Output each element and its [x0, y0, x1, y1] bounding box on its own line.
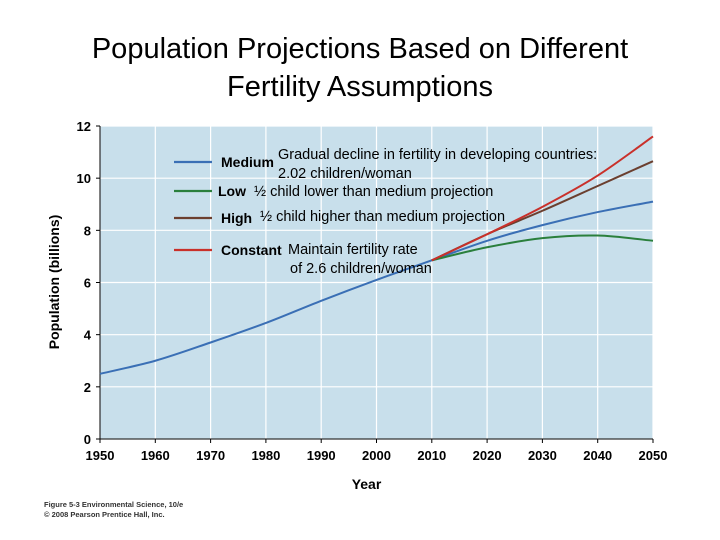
y-tick-label: 12: [77, 119, 91, 134]
x-tick-label: 1980: [251, 448, 280, 463]
legend-label-high: High: [221, 210, 252, 226]
annotation-high: ½ child higher than medium projection: [260, 209, 506, 225]
y-tick-label: 2: [84, 380, 91, 395]
annotation-low: ½ child lower than medium projection: [254, 184, 494, 200]
x-tick-label: 1950: [86, 448, 115, 463]
legend-label-low: Low: [218, 183, 246, 199]
legend-label-medium: Medium: [221, 154, 274, 170]
title-line-1: Population Projections Based on Differen…: [91, 33, 629, 65]
y-tick-label: 6: [84, 276, 91, 291]
series-line-medium: [99, 200, 654, 375]
annotation-constant-2: of 2.6 children/woman: [290, 261, 432, 277]
x-tick-label: 1960: [141, 448, 170, 463]
x-tick-label: 2020: [473, 448, 502, 463]
y-tick-label: 10: [77, 171, 91, 186]
y-tick-label: 8: [84, 223, 91, 238]
x-axis-label: Year: [352, 476, 382, 492]
x-tick-label: 2030: [528, 448, 557, 463]
x-tick-label: 2000: [362, 448, 391, 463]
legend: Medium Low High Constant: [174, 154, 282, 258]
tick-labels: 1950 1960 1970 1980 1990 2000 2010 2020 2030 2040…: [77, 119, 668, 463]
grid-lines: [99, 125, 654, 440]
x-tick-label: 2010: [417, 448, 446, 463]
x-tick-label: 2050: [639, 448, 668, 463]
figure-credit-line-2: © 2008 Pearson Prentice Hall, Inc.: [44, 510, 165, 519]
x-tick-label: 2040: [583, 448, 612, 463]
series-line-constant: [431, 135, 654, 262]
y-axis-label: Population (billions): [46, 215, 62, 350]
slide-title: Population Projections Based on Differen…: [0, 30, 720, 106]
annotation-constant: Maintain fertility rate: [288, 242, 418, 258]
figure-credit-line-1: Figure 5-3 Environmental Science, 10/e: [44, 500, 184, 509]
legend-label-constant: Constant: [221, 242, 282, 258]
x-tick-label: 1970: [196, 448, 225, 463]
series-lines: [99, 135, 654, 375]
series-line-low: [431, 234, 654, 262]
title-line-2: Fertility Assumptions: [227, 71, 493, 103]
annotation-medium-2: 2.02 children/woman: [278, 166, 412, 182]
y-tick-label: 0: [84, 432, 91, 447]
x-tick-label: 1990: [307, 448, 336, 463]
y-tick-label: 4: [84, 328, 92, 343]
annotation-medium: Gradual decline in fertility in developi…: [278, 147, 598, 163]
